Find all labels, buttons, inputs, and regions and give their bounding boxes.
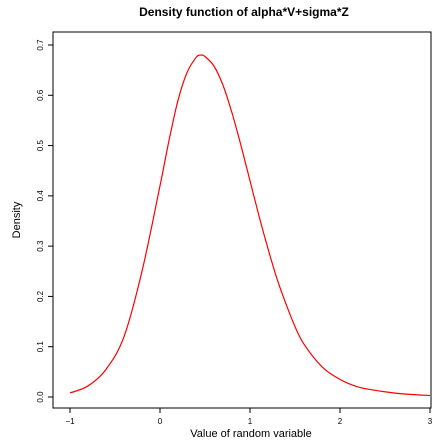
y-tick-label: 0.0: [36, 391, 45, 403]
y-tick-label: 0.7: [36, 39, 45, 51]
y-tick-label: 0.6: [36, 89, 45, 101]
y-axis-label: Density: [11, 201, 23, 238]
y-tick-label: 0.4: [36, 190, 45, 202]
x-tick-label: −1: [65, 417, 75, 426]
x-axis-label: Value of random variable: [190, 428, 311, 440]
x-tick-label: 3: [428, 417, 433, 426]
y-tick-label: 0.3: [36, 240, 45, 252]
x-axis: −1 0 1 2 3: [65, 408, 432, 426]
plot-frame: [53, 32, 431, 408]
y-axis: 0.0 0.1 0.2 0.3 0.4 0.5 0.6 0.7: [36, 39, 53, 403]
y-tick-label: 0.5: [36, 139, 45, 151]
density-curve: [70, 55, 430, 396]
chart-title: Density function of alpha*V+sigma*Z: [139, 5, 349, 19]
x-tick-label: 1: [248, 417, 253, 426]
x-tick-label: 2: [338, 417, 343, 426]
x-tick-label: 0: [158, 417, 163, 426]
y-tick-label: 0.2: [36, 290, 45, 302]
y-tick-label: 0.1: [36, 341, 45, 353]
